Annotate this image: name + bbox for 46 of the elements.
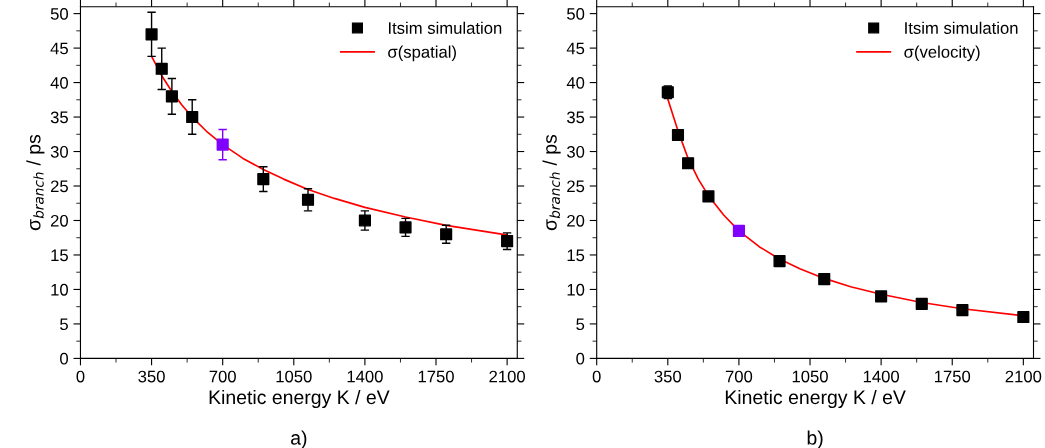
legend-label: σ(spatial) bbox=[388, 45, 456, 62]
y-tick-label: 25 bbox=[50, 180, 68, 193]
y-tick-label: 45 bbox=[50, 42, 68, 55]
y-tick-label: 50 bbox=[50, 8, 69, 20]
y-tick-label: 0 bbox=[60, 352, 69, 365]
x-axis-title: Kinetic energy K / eV bbox=[209, 389, 390, 409]
x-tick-label: 1050 bbox=[792, 370, 828, 383]
legend-label: Itsim simulation bbox=[905, 21, 1018, 34]
x-tick-label: 1750 bbox=[934, 370, 971, 383]
y-tick-label: 15 bbox=[567, 249, 585, 262]
x-tick-label: 1750 bbox=[418, 370, 454, 383]
x-tick-label: 700 bbox=[725, 370, 753, 383]
y-tick-label: 35 bbox=[50, 111, 68, 124]
y-tick-label: 10 bbox=[51, 283, 69, 296]
y-tick-label: 30 bbox=[50, 145, 69, 158]
x-tick-label: 0 bbox=[76, 370, 85, 383]
y-tick-label: 20 bbox=[567, 214, 585, 227]
x-axis-title: Kinetic energy K / eV bbox=[725, 389, 906, 409]
y-tick-label: 40 bbox=[566, 76, 585, 89]
text: a) bbox=[291, 430, 307, 448]
x-tick-label: 1400 bbox=[347, 370, 383, 383]
x-tick-label: 700 bbox=[209, 370, 236, 383]
x-tick-label: 1400 bbox=[863, 370, 900, 383]
y-tick-label: 45 bbox=[566, 42, 585, 55]
y-tick-label: 50 bbox=[567, 8, 585, 20]
y-tick-label: 40 bbox=[50, 76, 69, 89]
y-tick-label: 5 bbox=[576, 318, 585, 331]
text: b) bbox=[807, 430, 823, 448]
y-tick-label: 0 bbox=[576, 352, 585, 365]
y-tick-label: 25 bbox=[567, 180, 585, 193]
y-tick-label: 35 bbox=[566, 111, 585, 124]
y-tick-label: 15 bbox=[51, 249, 68, 262]
y-tick-label: 10 bbox=[567, 283, 585, 296]
y-tick-label: 5 bbox=[60, 318, 68, 331]
y-axis-title: σ$_{branch}$ / ps bbox=[26, 134, 45, 231]
legend-label: σ(velocity) bbox=[904, 45, 980, 62]
x-tick-label: 350 bbox=[138, 370, 165, 383]
y-tick-label: 20 bbox=[50, 214, 69, 227]
x-tick-label: 2100 bbox=[1005, 370, 1042, 383]
legend-label: Itsim simulation bbox=[388, 21, 502, 34]
x-tick-label: 350 bbox=[654, 370, 682, 383]
y-tick-label: 30 bbox=[566, 145, 585, 158]
y-axis-title: σ$_{branch}$ / ps bbox=[542, 134, 561, 231]
x-tick-label: 2100 bbox=[489, 370, 525, 383]
x-tick-label: 0 bbox=[592, 370, 601, 383]
x-tick-label: 1050 bbox=[276, 370, 312, 383]
